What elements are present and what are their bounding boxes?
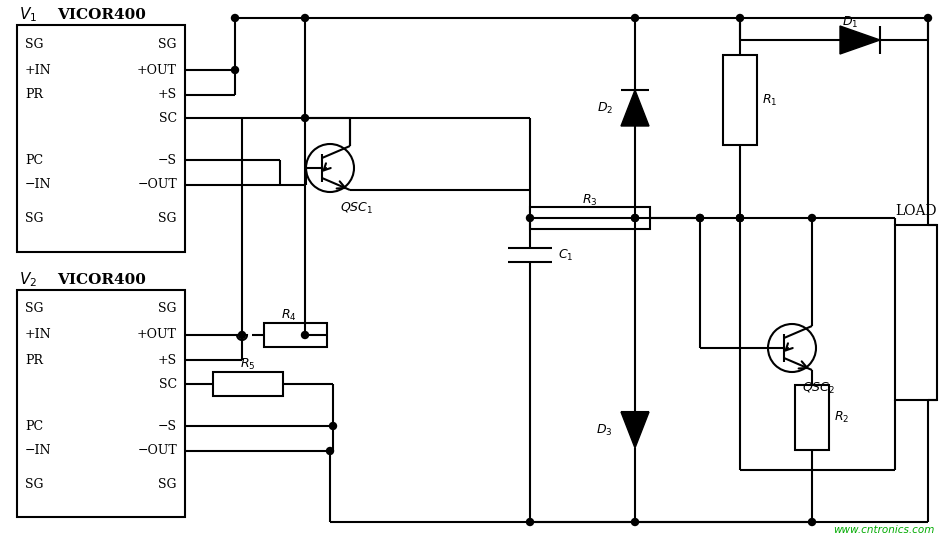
Text: www.cntronics.com: www.cntronics.com <box>833 525 935 535</box>
Text: PR: PR <box>25 89 43 102</box>
Circle shape <box>527 519 533 526</box>
Text: SG: SG <box>158 212 177 224</box>
Text: −OUT: −OUT <box>138 445 177 457</box>
Text: SG: SG <box>25 478 44 491</box>
Text: +OUT: +OUT <box>137 329 177 341</box>
Circle shape <box>631 214 639 222</box>
Text: SG: SG <box>158 38 177 50</box>
Text: $D_1$: $D_1$ <box>842 14 858 30</box>
Text: SG: SG <box>25 212 44 224</box>
Text: +IN: +IN <box>25 329 51 341</box>
Text: VICOR400: VICOR400 <box>57 273 146 287</box>
Circle shape <box>697 214 703 222</box>
Circle shape <box>302 331 308 339</box>
Text: SC: SC <box>158 377 177 391</box>
Bar <box>530 207 650 229</box>
Text: −IN: −IN <box>25 445 51 457</box>
Text: +S: +S <box>158 353 177 366</box>
Circle shape <box>302 15 308 21</box>
Text: −IN: −IN <box>25 178 51 191</box>
Text: $R_4$: $R_4$ <box>281 307 297 323</box>
Bar <box>17 290 185 517</box>
Bar <box>213 372 283 396</box>
Circle shape <box>736 214 743 222</box>
Text: VICOR400: VICOR400 <box>57 8 146 22</box>
Circle shape <box>631 15 639 21</box>
Text: $D_3$: $D_3$ <box>597 422 613 438</box>
Polygon shape <box>840 26 880 54</box>
Text: +S: +S <box>158 89 177 102</box>
Circle shape <box>736 15 743 21</box>
Bar <box>264 323 327 347</box>
Text: +IN: +IN <box>25 63 51 77</box>
Polygon shape <box>621 90 649 126</box>
Bar <box>895 225 937 400</box>
Circle shape <box>302 114 308 121</box>
Polygon shape <box>621 412 649 448</box>
Text: $QSC_2$: $QSC_2$ <box>802 381 835 395</box>
Circle shape <box>809 214 815 222</box>
Text: $R_3$: $R_3$ <box>583 193 598 207</box>
Text: $V_1$: $V_1$ <box>19 5 37 25</box>
Circle shape <box>238 331 246 339</box>
Text: $C_1$: $C_1$ <box>558 247 573 263</box>
Circle shape <box>232 67 238 73</box>
Text: $R_2$: $R_2$ <box>834 410 849 424</box>
Text: SG: SG <box>25 38 44 50</box>
Text: −S: −S <box>158 420 177 433</box>
Circle shape <box>924 15 932 21</box>
Circle shape <box>527 214 533 222</box>
Text: +OUT: +OUT <box>137 63 177 77</box>
Text: $QSC_1$: $QSC_1$ <box>340 200 373 216</box>
Circle shape <box>697 214 703 222</box>
Circle shape <box>631 214 639 222</box>
Text: −OUT: −OUT <box>138 178 177 191</box>
Text: SG: SG <box>158 302 177 316</box>
Bar <box>17 25 185 252</box>
Circle shape <box>736 214 743 222</box>
Text: SG: SG <box>25 302 44 316</box>
Text: LOAD: LOAD <box>895 204 937 218</box>
Circle shape <box>809 519 815 526</box>
Circle shape <box>326 447 333 455</box>
Text: $D_2$: $D_2$ <box>597 101 613 115</box>
Text: $R_1$: $R_1$ <box>762 92 777 108</box>
Text: PC: PC <box>25 154 43 166</box>
Text: PC: PC <box>25 420 43 433</box>
Text: SG: SG <box>158 478 177 491</box>
Circle shape <box>631 519 639 526</box>
Text: −S: −S <box>158 154 177 166</box>
Bar <box>795 385 829 450</box>
Text: SC: SC <box>158 112 177 125</box>
Text: $V_2$: $V_2$ <box>19 271 37 289</box>
Text: PR: PR <box>25 353 43 366</box>
Circle shape <box>232 15 238 21</box>
Circle shape <box>736 214 743 222</box>
Bar <box>723 55 757 145</box>
Circle shape <box>329 422 337 429</box>
Text: $R_5$: $R_5$ <box>240 357 256 371</box>
